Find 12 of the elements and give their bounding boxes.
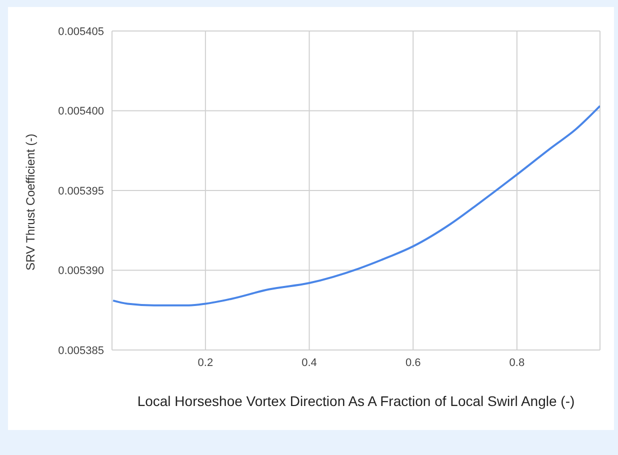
y-tick-label: 0.005405 xyxy=(58,26,104,38)
y-tick-label: 0.005390 xyxy=(58,265,104,278)
x-axis-title: Local Horseshoe Vortex Direction As A Fraction of Local Swirl Angle (-) xyxy=(137,393,575,409)
y-tick-label: 0.005385 xyxy=(58,344,104,357)
x-tick-label: 0.4 xyxy=(302,356,317,369)
y-tick-label: 0.005395 xyxy=(58,185,104,198)
x-tick-label: 0.8 xyxy=(509,356,525,369)
y-tick-label: 0.005400 xyxy=(58,106,104,118)
line-series xyxy=(112,104,600,306)
x-tick-label: 0.6 xyxy=(405,356,421,369)
y-axis-title: SRV Thrust Coefficient (-) xyxy=(23,134,38,270)
x-tick-label: 0.2 xyxy=(198,356,214,369)
